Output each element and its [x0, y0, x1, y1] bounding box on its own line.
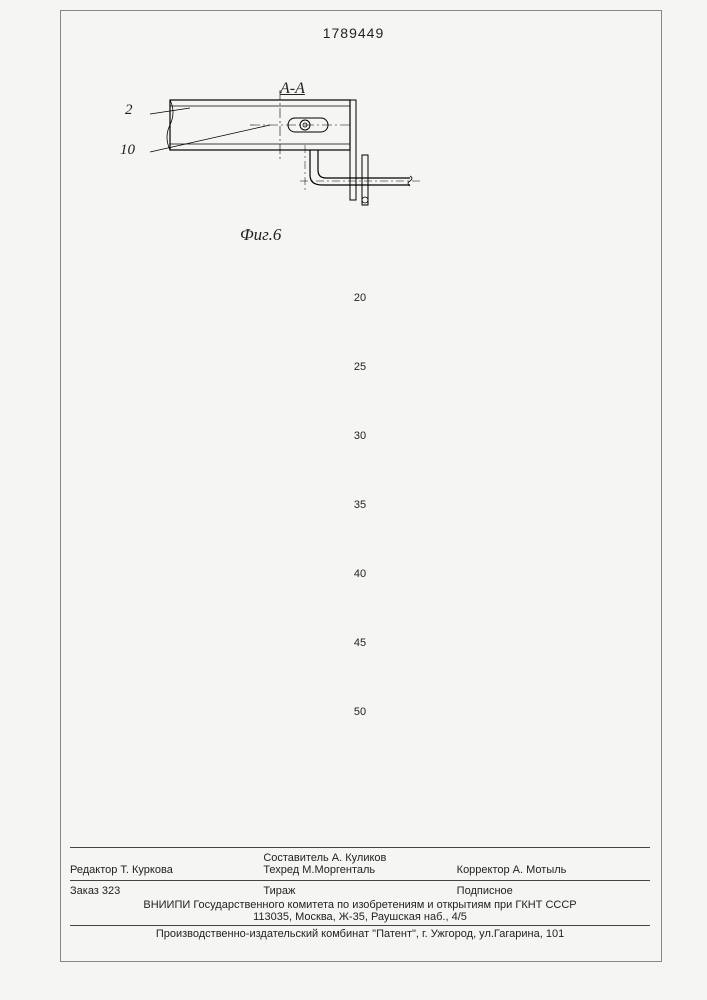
line-number: 20 — [345, 292, 375, 304]
patent-number: 1789449 — [0, 25, 707, 41]
callout-10: 10 — [120, 142, 135, 159]
line-number: 25 — [345, 361, 375, 373]
vniipi-org: ВНИИПИ Государственного комитета по изоб… — [70, 899, 650, 911]
order-number: Заказ 323 — [70, 885, 263, 897]
line-number: 40 — [345, 568, 375, 580]
footer-block: Редактор Т. Куркова Составитель А. Кулик… — [70, 845, 650, 940]
publisher-org: Производственно-издательский комбинат "П… — [70, 928, 650, 940]
vniipi-address: 113035, Москва, Ж-35, Раушская наб., 4/5 — [70, 911, 650, 923]
drawing-svg — [150, 90, 450, 240]
line-number: 50 — [345, 706, 375, 718]
editor-credit: Редактор Т. Куркова — [70, 852, 263, 876]
technical-drawing: А-А 2 10 — [150, 90, 450, 245]
line-number: 30 — [345, 430, 375, 442]
line-number: 35 — [345, 499, 375, 511]
compiler-credit: Составитель А. Куликов Техред М.Моргента… — [263, 852, 456, 876]
circulation: Тираж — [263, 885, 456, 897]
callout-2: 2 — [125, 102, 133, 119]
section-label: А-А — [280, 80, 305, 98]
corrector-credit: Корректор А. Мотыль — [457, 852, 650, 876]
line-numbers: 20 25 30 35 40 45 50 — [345, 292, 375, 775]
subscription: Подписное — [457, 885, 650, 897]
figure-label: Фиг.6 — [240, 225, 281, 245]
line-number: 45 — [345, 637, 375, 649]
